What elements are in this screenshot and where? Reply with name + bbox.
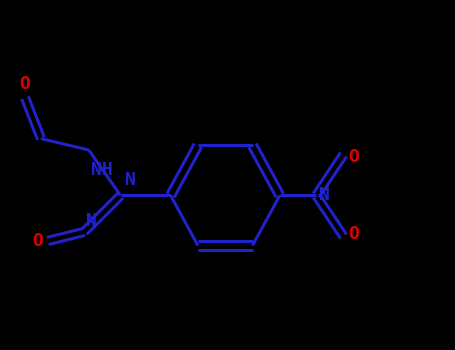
Text: N: N (318, 187, 329, 204)
Text: O: O (32, 232, 43, 250)
Text: O: O (348, 148, 359, 166)
Text: O: O (20, 75, 30, 93)
Text: N: N (86, 212, 97, 230)
Text: O: O (348, 225, 359, 243)
Text: NH: NH (91, 161, 113, 179)
Text: N: N (125, 171, 136, 189)
